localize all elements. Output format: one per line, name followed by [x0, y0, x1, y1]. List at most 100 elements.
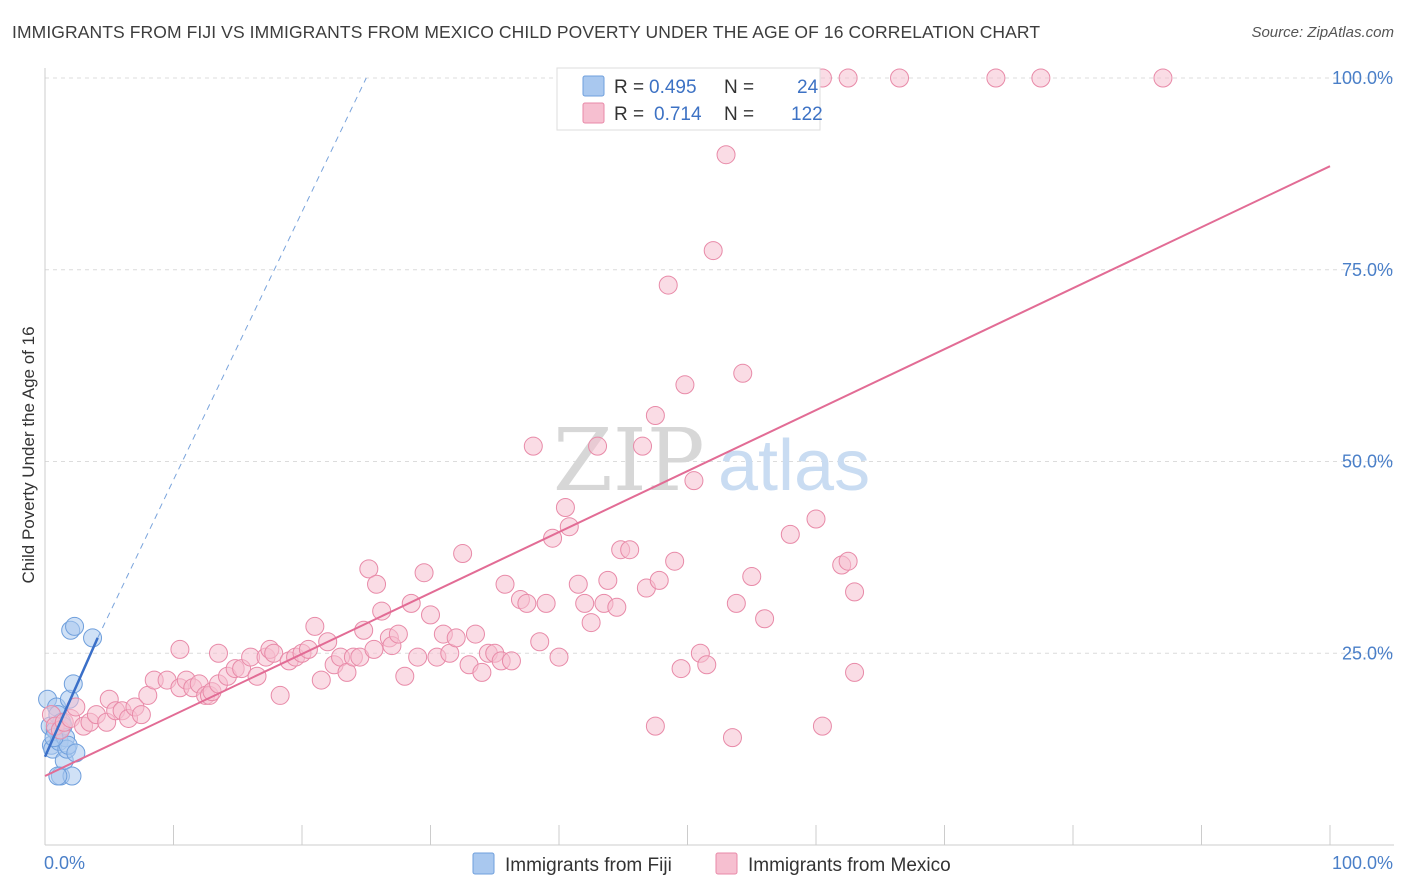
series-mexico — [41, 68, 1173, 748]
mexico-point-50 — [354, 620, 374, 640]
legend-r-label-fiji: R = — [614, 77, 644, 98]
legend-swatch-mexico — [582, 102, 605, 124]
mexico-point-107 — [722, 728, 742, 748]
mexico-point-41 — [298, 639, 318, 659]
mexico-point-57 — [388, 624, 408, 644]
mexico-point-98 — [658, 275, 678, 295]
mexico-point-36 — [264, 643, 284, 663]
mexico-point-66 — [446, 628, 466, 648]
mexico-point-112 — [780, 524, 800, 544]
mexico-point-94 — [633, 436, 653, 456]
mexico-point-54 — [372, 601, 392, 621]
chart-title: IMMIGRANTS FROM FIJI VS IMMIGRANTS FROM … — [12, 22, 1041, 42]
mexico-point-114 — [812, 716, 832, 736]
mexico-point-101 — [675, 375, 695, 395]
mexico-point-75 — [501, 651, 521, 671]
y-tick-label-2: 75.0% — [1342, 260, 1393, 280]
mexico-point-42 — [305, 616, 325, 636]
mexico-point-121 — [838, 68, 858, 88]
y-tick-label-3: 100.0% — [1332, 68, 1393, 88]
legend-r-value-mexico: 0.714 — [654, 104, 702, 125]
legend-box: R = 0.495 N = 24 R = 0.714 N = 122 — [556, 67, 823, 131]
mexico-point-123 — [986, 68, 1006, 88]
legend-n-label-mexico: N = — [724, 104, 754, 125]
mexico-point-113 — [806, 509, 826, 529]
legend-n-value-fiji: 24 — [797, 77, 819, 98]
mexico-point-116 — [845, 582, 865, 602]
mexico-point-83 — [555, 498, 575, 518]
bottom-legend: Immigrants from Fiji Immigrants from Mex… — [472, 852, 951, 876]
mexico-point-91 — [607, 597, 627, 617]
mexico-point-70 — [472, 662, 492, 682]
bottom-legend-swatch-mexico — [715, 852, 738, 875]
mexico-point-60 — [408, 647, 428, 667]
legend-swatch-fiji — [582, 75, 605, 97]
mexico-point-67 — [453, 544, 473, 564]
bottom-legend-swatch-fiji — [472, 852, 495, 875]
x-tick-label-0: 0.0% — [44, 853, 85, 873]
fiji-point-19 — [65, 616, 85, 636]
gridlines — [45, 77, 1394, 654]
mexico-point-79 — [530, 632, 550, 652]
mexico-point-96 — [645, 405, 665, 425]
mexico-point-102 — [684, 471, 704, 491]
mexico-point-77 — [517, 593, 537, 613]
mexico-point-100 — [671, 659, 691, 679]
fiji-trend-line — [43, 637, 99, 758]
fiji-point-23 — [83, 628, 103, 648]
legend-n-value-mexico: 122 — [791, 104, 823, 125]
y-tick-label-1: 50.0% — [1342, 452, 1393, 472]
mexico-point-20 — [170, 639, 190, 659]
mexico-point-104 — [697, 655, 717, 675]
mexico-point-99 — [665, 551, 685, 571]
mexico-point-85 — [568, 574, 588, 594]
mexico-point-122 — [890, 68, 910, 88]
y-tick-label-0: 25.0% — [1342, 643, 1393, 663]
legend-r-value-fiji: 0.495 — [649, 77, 697, 98]
legend-r-label-mexico: R = — [614, 104, 644, 125]
x-tick-label-1: 100.0% — [1332, 853, 1393, 873]
watermark-atlas: atlas — [718, 426, 870, 506]
trend-lines — [43, 77, 1331, 777]
mexico-point-82 — [549, 647, 569, 667]
tick-labels: 25.0% 50.0% 75.0% 100.0% 0.0% 100.0% — [44, 68, 1393, 873]
mexico-point-53 — [367, 574, 387, 594]
bottom-legend-label-fiji: Immigrants from Fiji — [505, 855, 672, 876]
mexico-point-125 — [1153, 68, 1173, 88]
mexico-point-69 — [465, 624, 485, 644]
mexico-point-97 — [649, 570, 669, 590]
mexico-point-118 — [845, 662, 865, 682]
mexico-point-117 — [645, 716, 665, 736]
legend-n-label-fiji: N = — [724, 77, 754, 98]
mexico-point-110 — [742, 567, 762, 587]
mexico-point-105 — [703, 241, 723, 261]
mexico-trend-line — [44, 165, 1331, 777]
mexico-point-43 — [311, 670, 331, 690]
mexico-point-88 — [588, 436, 608, 456]
mexico-point-78 — [523, 436, 543, 456]
mexico-point-86 — [575, 593, 595, 613]
mexico-point-124 — [1031, 68, 1051, 88]
bottom-legend-label-mexico: Immigrants from Mexico — [748, 855, 951, 876]
mexico-point-119 — [838, 551, 858, 571]
mexico-point-109 — [733, 363, 753, 383]
mexico-point-93 — [620, 540, 640, 560]
mexico-point-108 — [726, 593, 746, 613]
mexico-point-28 — [208, 643, 228, 663]
mexico-point-90 — [598, 570, 618, 590]
mexico-point-52 — [364, 639, 384, 659]
mexico-point-61 — [414, 563, 434, 583]
fiji-trend-extension — [97, 77, 367, 639]
mexico-point-58 — [395, 666, 415, 686]
mexico-point-80 — [536, 593, 556, 613]
mexico-point-59 — [401, 593, 421, 613]
mexico-point-51 — [359, 559, 379, 579]
mexico-point-15 — [131, 705, 151, 725]
mexico-point-106 — [716, 145, 736, 165]
y-axis-label: Child Poverty Under the Age of 16 — [19, 326, 38, 583]
mexico-point-37 — [270, 685, 290, 705]
mexico-point-74 — [495, 574, 515, 594]
mexico-point-111 — [755, 609, 775, 629]
mexico-point-87 — [581, 613, 601, 633]
